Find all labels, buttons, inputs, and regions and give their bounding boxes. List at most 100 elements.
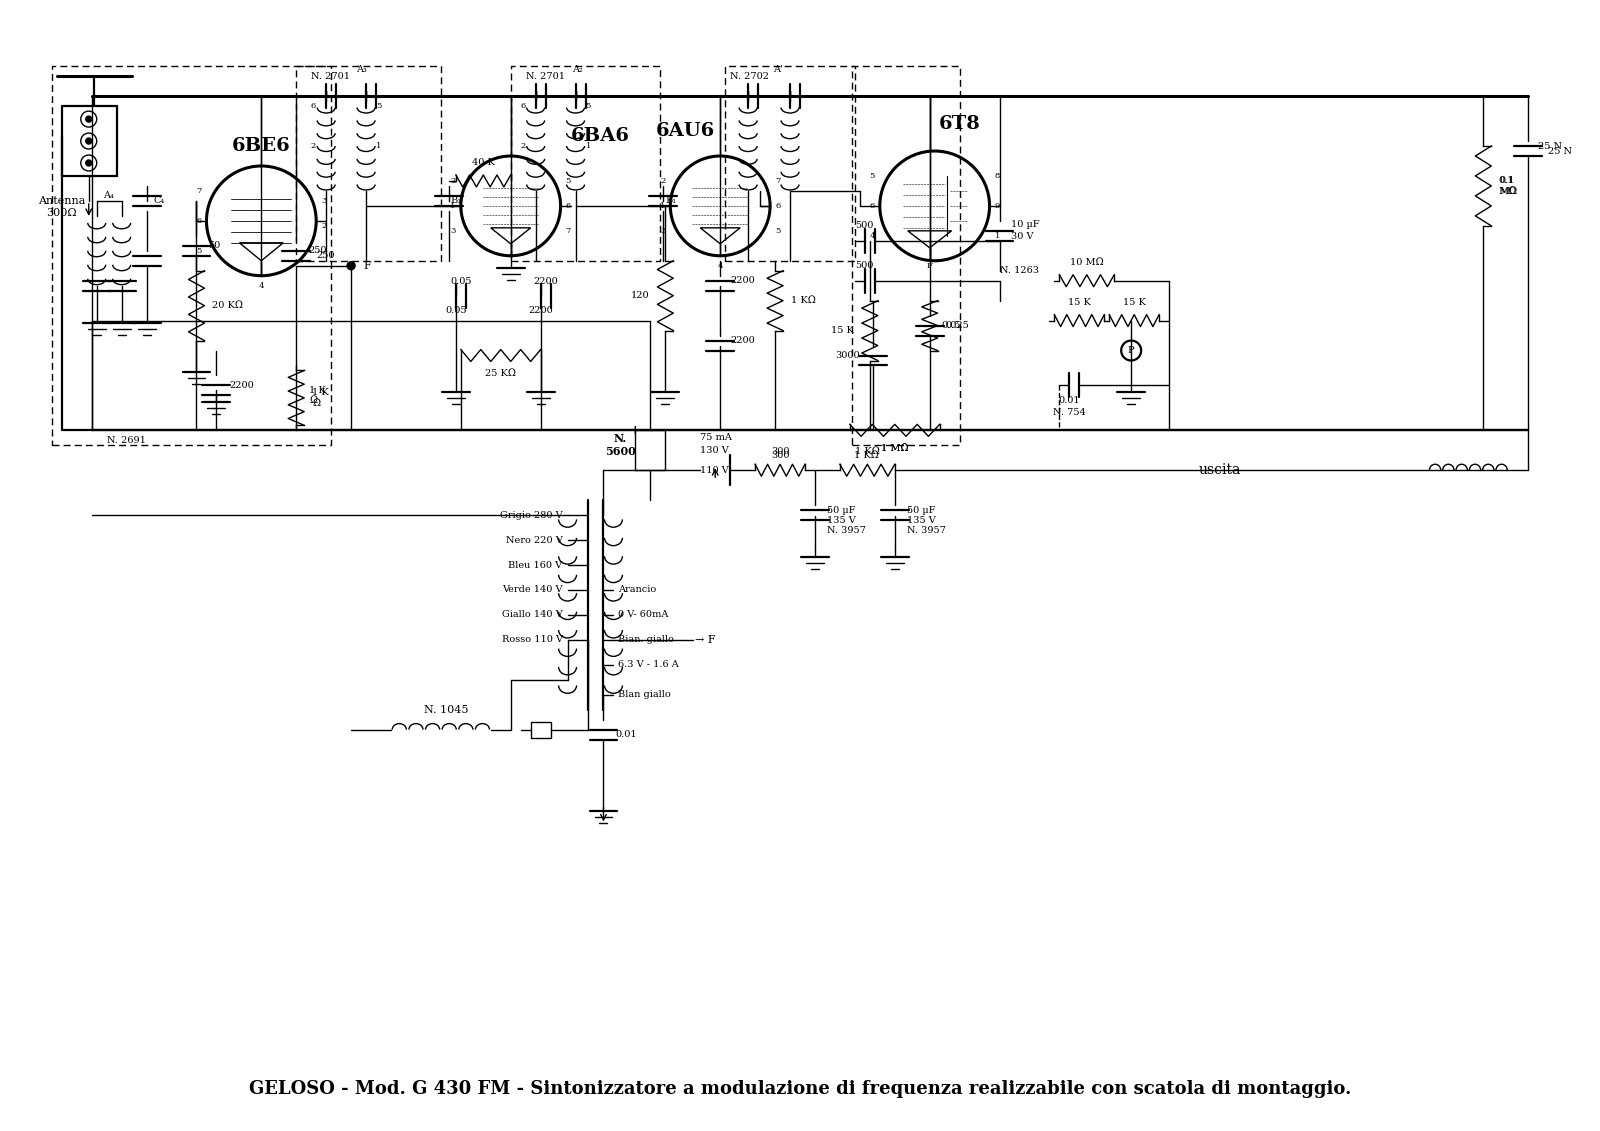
Text: 20 KΩ: 20 KΩ (213, 301, 243, 310)
Text: 15 K: 15 K (1067, 297, 1091, 307)
Text: P: P (1128, 346, 1134, 355)
Text: 1 KΩ: 1 KΩ (854, 451, 880, 460)
Text: Verde 140 V: Verde 140 V (502, 586, 563, 595)
Text: 0.05: 0.05 (445, 307, 467, 316)
Text: 500: 500 (856, 222, 874, 231)
Text: 3000: 3000 (835, 351, 859, 360)
Text: 6: 6 (774, 202, 781, 210)
Text: 7: 7 (774, 176, 781, 185)
Text: 5: 5 (376, 102, 381, 110)
Circle shape (86, 116, 91, 122)
Text: Antenna: Antenna (38, 196, 85, 206)
Text: 6.3 V - 1.6 A: 6.3 V - 1.6 A (619, 661, 678, 670)
Text: 0.1
MΩ: 0.1 MΩ (1499, 176, 1517, 196)
Bar (531, 722, 550, 737)
Text: N. 2701: N. 2701 (526, 71, 565, 80)
Text: 1 K
Ω: 1 K Ω (309, 386, 326, 405)
Text: -: - (662, 424, 667, 437)
Text: 2: 2 (451, 176, 456, 185)
Text: N. 3957: N. 3957 (907, 526, 946, 535)
Text: 2: 2 (310, 143, 317, 150)
Text: 300: 300 (771, 447, 789, 456)
Text: 1: 1 (586, 143, 590, 150)
Text: 6T8: 6T8 (939, 115, 981, 133)
Text: A₄: A₄ (104, 191, 114, 200)
Text: 7: 7 (565, 227, 571, 235)
Text: 6: 6 (869, 202, 875, 210)
Text: 50: 50 (208, 241, 221, 250)
Text: 1: 1 (451, 202, 456, 210)
Text: 250: 250 (317, 251, 334, 260)
Text: 50 µF: 50 µF (827, 506, 856, 515)
Text: 2200: 2200 (730, 336, 755, 345)
Text: Blan giallo: Blan giallo (619, 690, 670, 699)
Text: 0.01: 0.01 (1059, 396, 1080, 405)
Circle shape (86, 159, 91, 166)
Text: 40 K: 40 K (472, 158, 494, 167)
Text: 5: 5 (774, 227, 781, 235)
Text: B₁: B₁ (666, 197, 677, 206)
Text: 9: 9 (995, 202, 1000, 210)
Text: 1 MΩ: 1 MΩ (882, 444, 909, 454)
Text: 500: 500 (856, 261, 874, 270)
Text: 1 MΩ: 1 MΩ (882, 443, 909, 452)
Text: 0.01: 0.01 (616, 731, 637, 739)
Text: uscita: uscita (1198, 464, 1242, 477)
Text: A₃: A₃ (355, 64, 366, 74)
Text: 2: 2 (322, 222, 326, 230)
Text: 25 N: 25 N (1538, 141, 1562, 150)
Text: 6: 6 (520, 102, 526, 110)
Bar (725, 67, 854, 261)
Text: 2200: 2200 (229, 381, 254, 390)
Text: 5: 5 (565, 176, 571, 185)
Text: 250: 250 (309, 247, 326, 256)
Text: 135 V: 135 V (907, 516, 936, 525)
Text: 0.1
MΩ: 0.1 MΩ (1498, 176, 1517, 196)
Text: 1: 1 (659, 202, 666, 210)
Text: 30 V: 30 V (1011, 232, 1034, 241)
Text: 15 K: 15 K (830, 326, 854, 335)
Circle shape (86, 138, 91, 144)
Text: N.
5600: N. 5600 (605, 433, 635, 457)
Text: 10 MΩ: 10 MΩ (1070, 258, 1104, 267)
Text: Bian. giallo: Bian. giallo (619, 636, 674, 645)
Text: F: F (926, 261, 933, 269)
Text: 15 K: 15 K (1123, 297, 1146, 307)
Text: 0.5: 0.5 (946, 321, 962, 330)
Text: B₁: B₁ (451, 197, 462, 206)
Text: 135 V: 135 V (827, 516, 856, 525)
Text: 2200: 2200 (730, 276, 755, 285)
Text: 1: 1 (376, 143, 381, 150)
Text: 6BA6: 6BA6 (571, 127, 629, 145)
Text: 6: 6 (197, 217, 202, 225)
Text: N. 2701: N. 2701 (312, 71, 350, 80)
Text: A': A' (773, 64, 782, 74)
Text: 1 K
Ω: 1 K Ω (312, 388, 330, 407)
Text: 6BE6: 6BE6 (232, 137, 291, 155)
Text: 6: 6 (565, 202, 571, 210)
Text: 130 V: 130 V (701, 446, 730, 455)
Text: 300Ω: 300Ω (46, 208, 77, 218)
Bar (296, 67, 442, 261)
Text: 4: 4 (259, 282, 264, 290)
Bar (510, 67, 661, 261)
Text: 0 V- 60mA: 0 V- 60mA (619, 611, 669, 620)
Text: 75 mA: 75 mA (701, 433, 733, 442)
Text: F: F (363, 261, 371, 270)
Text: 4: 4 (869, 232, 875, 240)
Text: Arancio: Arancio (619, 586, 656, 595)
Bar (851, 67, 960, 446)
Text: +: + (630, 424, 640, 437)
Text: 4: 4 (717, 261, 723, 269)
Text: Nero 220 V: Nero 220 V (506, 536, 563, 544)
Text: Bleu 160 V: Bleu 160 V (509, 561, 563, 570)
Text: 5: 5 (197, 247, 202, 254)
Text: 2: 2 (661, 176, 666, 185)
Text: 6AU6: 6AU6 (656, 122, 715, 140)
Text: 5: 5 (869, 172, 875, 180)
Text: GELOSO - Mod. G 430 FM - Sintonizzatore a modulazione di frequenza realizzabile : GELOSO - Mod. G 430 FM - Sintonizzatore … (250, 1080, 1350, 1098)
Text: 2200: 2200 (533, 277, 558, 286)
Text: 2: 2 (520, 143, 526, 150)
Text: N. 1045: N. 1045 (424, 705, 469, 715)
Text: 120: 120 (630, 291, 650, 300)
